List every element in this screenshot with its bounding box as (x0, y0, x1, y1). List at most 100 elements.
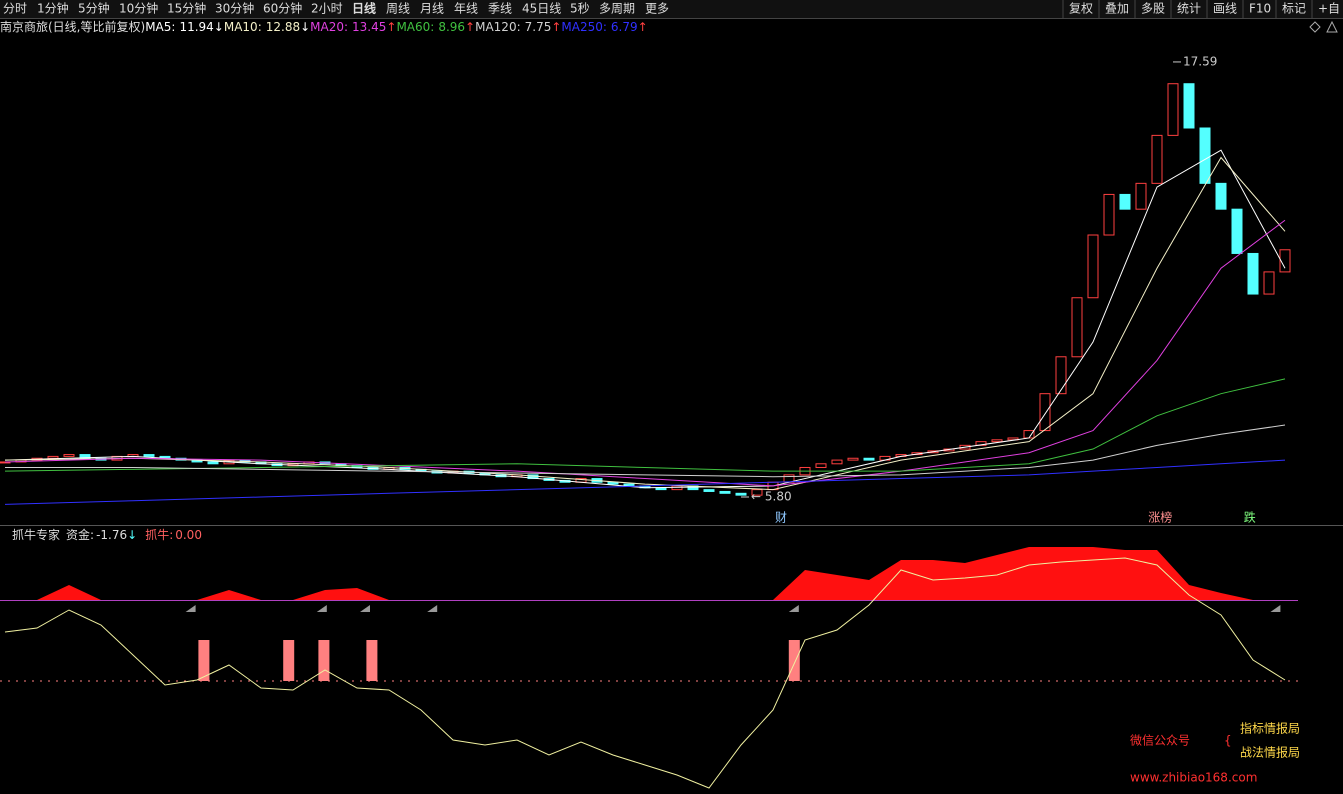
signal-marker (427, 605, 438, 612)
signal-bar (318, 640, 330, 681)
toolbar (0, 0, 1343, 18)
watermark-line2: 战法情报局 (1240, 745, 1300, 760)
candle (1183, 83, 1195, 129)
toolbar-button[interactable]: 5秒 (570, 2, 590, 16)
toolbar-button[interactable]: 15分钟 (167, 1, 206, 16)
toolbar-button[interactable]: +自 (1318, 2, 1340, 16)
candle (1071, 297, 1083, 358)
toolbar-button[interactable]: 标记 (1282, 2, 1306, 16)
candle (63, 454, 75, 457)
candle (207, 461, 219, 465)
header-icons (1309, 20, 1338, 33)
toolbar-button[interactable]: 季线 (488, 2, 512, 16)
candle (1247, 252, 1259, 295)
signal-bar (283, 640, 295, 681)
candle (1039, 393, 1051, 432)
fund-trend: ↓ (127, 528, 137, 542)
candle (831, 459, 843, 465)
toolbar-button[interactable]: 周线 (386, 2, 410, 16)
legend-value: 13.45 (352, 20, 386, 34)
signal-marker (788, 605, 799, 612)
ma-line (4, 219, 1286, 487)
legend-trend: ↑ (551, 20, 561, 34)
candle (1167, 83, 1179, 136)
toolbar-button[interactable]: 多股 (1141, 2, 1165, 16)
toolbar-button[interactable]: 更多 (645, 2, 669, 16)
toolbar-button[interactable]: 月线 (420, 2, 444, 16)
toolbar-button[interactable]: F10 (1249, 2, 1271, 16)
candle (1087, 234, 1099, 299)
toolbar-button[interactable]: 60分钟 (263, 1, 302, 16)
signal-bar (788, 640, 800, 681)
legend-trend: ↑ (465, 20, 475, 34)
indicator-title: 抓牛专家 (12, 527, 60, 542)
candle (735, 492, 747, 496)
signal-marker (316, 605, 327, 612)
watermark-line1: 指标情报局 (1240, 721, 1300, 736)
fund-value: -1.76 (96, 528, 127, 542)
chart-title: 南京商旅(日线,等比前复权) (0, 19, 145, 34)
legend-name: MA60: (396, 20, 434, 34)
candle (47, 455, 59, 459)
candle (143, 454, 155, 457)
legend-trend: ↑ (386, 20, 396, 34)
ma-line (5, 424, 1286, 478)
toolbar-button[interactable]: 1分钟 (37, 1, 69, 16)
toolbar-button[interactable]: 多周期 (599, 2, 635, 16)
candle (1215, 182, 1227, 210)
toolbar-button[interactable]: 复权 (1069, 2, 1093, 16)
ma-line (4, 149, 1286, 489)
toolbar-button[interactable]: 年线 (454, 2, 478, 16)
toolbar-button[interactable]: 30分钟 (215, 1, 254, 16)
candle (1135, 182, 1147, 210)
candle (1199, 127, 1211, 184)
candle (703, 489, 715, 492)
signal-marker (360, 605, 370, 612)
watermark-brace: { (1224, 734, 1232, 748)
toolbar-button[interactable]: 画线 (1213, 2, 1237, 16)
legend-trend: ↓ (214, 20, 224, 34)
toolbar-button[interactable]: 日线 (352, 1, 376, 16)
legend-value: 8.96 (438, 20, 465, 34)
candle (1279, 249, 1291, 273)
candle (959, 444, 971, 450)
toolbar-button[interactable]: 分时 (3, 2, 27, 16)
legend-value: 7.75 (525, 20, 552, 34)
signal-bar (366, 640, 378, 681)
signal-marker (185, 605, 196, 612)
toolbar-button[interactable]: 2小时 (311, 2, 343, 16)
fund-label: 资金: (66, 527, 94, 542)
legend-name: MA20: (310, 20, 348, 34)
event-tag: 涨榜 (1148, 510, 1172, 525)
legend-name: MA5: (145, 20, 175, 34)
toolbar-button[interactable]: 10分钟 (119, 1, 158, 16)
candle (751, 489, 763, 496)
indicator-header: 抓牛专家 资金: -1.76↓ 抓牛: 0.00 (12, 527, 202, 542)
candle (991, 439, 1003, 443)
toolbar-button[interactable]: 5分钟 (78, 1, 110, 16)
toolbar-button[interactable]: 叠加 (1105, 2, 1129, 16)
signal-marker (1270, 605, 1281, 612)
candle (847, 457, 859, 461)
candle (719, 490, 731, 494)
ma-line (4, 378, 1286, 472)
event-tag: 财 (775, 511, 787, 525)
legend-trend: ↑ (638, 20, 648, 34)
bull-area (5, 547, 1285, 600)
legend-value: 6.79 (611, 20, 638, 34)
candle (927, 450, 939, 454)
toolbar-button[interactable]: 45日线 (522, 2, 561, 16)
watermark-label: 微信公众号 (1130, 734, 1190, 748)
candle (1119, 193, 1131, 210)
legend-value: 11.94 (179, 20, 213, 34)
candle (1231, 208, 1243, 254)
ma-line (4, 459, 1286, 505)
toolbar-button[interactable]: 统计 (1177, 2, 1201, 16)
chart-header: 南京商旅(日线,等比前复权)MA5: 11.94↓MA10: 12.88↓MA20:… (0, 19, 648, 34)
annotation-label: ← 5.80 (751, 490, 792, 504)
candle (1151, 134, 1163, 184)
ma-line (4, 156, 1286, 491)
event-tag: 跌 (1244, 510, 1256, 525)
annotation-label: 17.59 (1183, 54, 1217, 68)
